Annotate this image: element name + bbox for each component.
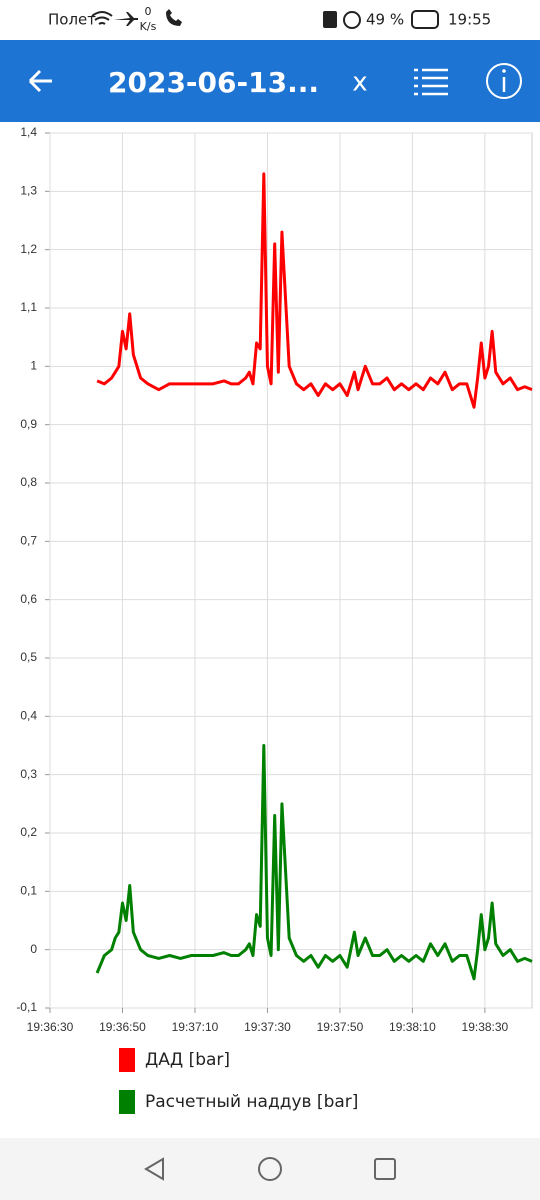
x-tick-label: 19:36:50	[99, 1020, 146, 1034]
nav-bar	[0, 1138, 540, 1200]
data-line	[95, 744, 533, 981]
nfc-icon	[323, 11, 337, 28]
clock: 19:55	[448, 11, 491, 29]
y-tick-label: 0,7	[20, 534, 37, 548]
carrier: Полет	[48, 11, 96, 29]
y-tick-label: 1	[30, 359, 37, 373]
y-tick-label: -0,1	[16, 1000, 37, 1014]
legend-label: Расчетный наддув [bar]	[145, 1092, 358, 1112]
y-tick-label: 1,3	[20, 184, 37, 198]
y-tick-label: 0,5	[20, 650, 37, 664]
y-tick-label: 0	[30, 942, 37, 956]
y-tick-label: 0,8	[20, 475, 37, 489]
y-tick-label: 0,3	[20, 767, 37, 781]
y-tick-label: 0,6	[20, 592, 37, 606]
y-tick-label: 0,2	[20, 825, 37, 839]
x-tick-label: 19:37:10	[172, 1020, 219, 1034]
data-line	[96, 172, 533, 409]
x-tick-label: 19:36:30	[27, 1020, 74, 1034]
wifi-icon	[91, 11, 113, 25]
plot-area	[49, 132, 533, 1009]
list-button[interactable]	[414, 68, 448, 96]
airplane-icon	[114, 12, 138, 26]
x-tick-label: 19:37:50	[317, 1020, 364, 1034]
y-tick-label: 0,4	[20, 709, 37, 723]
x-tick-label: 19:38:30	[462, 1020, 509, 1034]
speed-value: 0	[145, 5, 152, 18]
x-tick-label: 19:37:30	[244, 1020, 291, 1034]
y-tick-label: 1,2	[20, 242, 37, 256]
y-tick-label: 0,9	[20, 417, 37, 431]
y-tick-label: 1,4	[20, 125, 37, 139]
x-tick-label: 19:38:10	[389, 1020, 436, 1034]
battery-level: 49 %	[366, 11, 404, 29]
legend-swatch	[119, 1090, 135, 1114]
app-title: 2023-06-13...	[108, 66, 319, 99]
call-icon	[166, 9, 182, 26]
info-button[interactable]	[486, 63, 522, 99]
status-bar	[0, 0, 540, 40]
nav-back[interactable]	[144, 1157, 164, 1181]
legend-label: ДАД [bar]	[145, 1050, 230, 1070]
close-button[interactable]: x	[352, 68, 367, 98]
nav-home[interactable]	[258, 1157, 282, 1181]
legend-swatch	[119, 1048, 135, 1072]
y-tick-label: 1,1	[20, 300, 37, 314]
app-bar	[0, 40, 540, 122]
nav-recents[interactable]	[374, 1158, 396, 1180]
y-tick-label: 0,1	[20, 884, 37, 898]
back-button[interactable]	[28, 69, 52, 93]
battery-icon	[411, 10, 439, 29]
speed-unit: K/s	[140, 20, 157, 33]
alarm-icon	[343, 11, 361, 29]
chart: -0,1 0 0,1 0,2 0,3 0,4 0,5 0,6 0,7 0,8 0,9 1 1,1 1,2 1…	[16, 125, 533, 1114]
